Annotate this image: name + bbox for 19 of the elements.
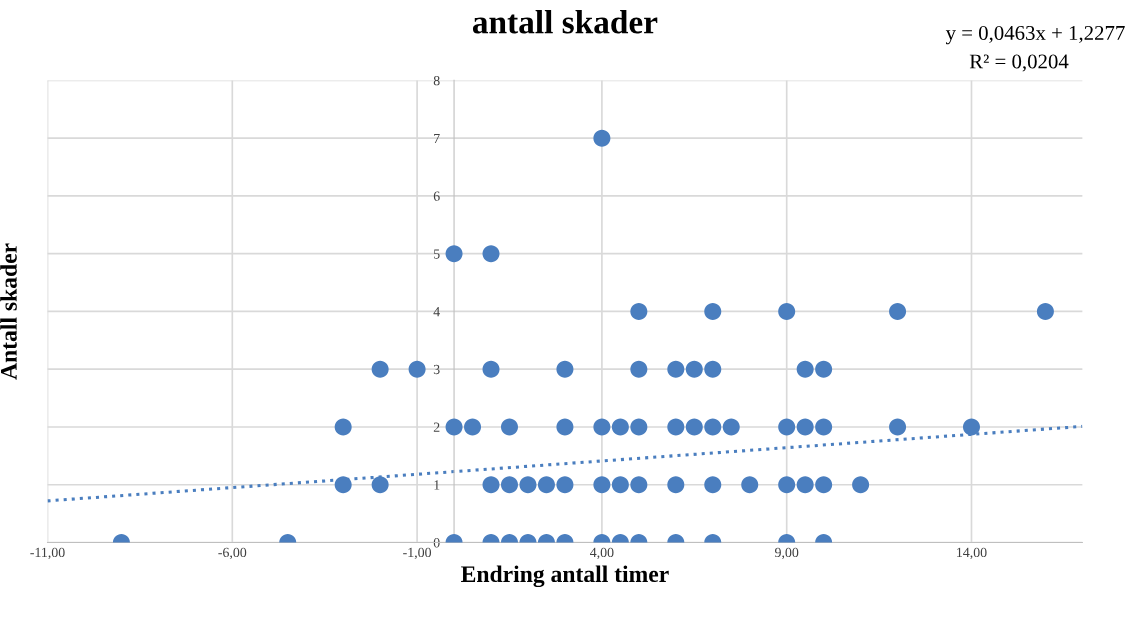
- y-tick-label: 6: [433, 191, 440, 201]
- x-tick-label: 14,00: [957, 547, 987, 560]
- y-tick-label: 1: [434, 480, 440, 490]
- y-tick-label: 4: [433, 307, 440, 317]
- x-axis-title: Endring antall timer: [461, 565, 669, 588]
- x-tick-label: -1,00: [403, 547, 432, 560]
- x-tick-label: -6,00: [218, 547, 247, 560]
- x-tick-label: 4,00: [590, 547, 614, 560]
- x-tick-label: -11,00: [30, 547, 65, 560]
- y-tick-label: 7: [434, 133, 440, 143]
- y-tick-label: 8: [433, 75, 440, 86]
- y-axis-title: Antall skader: [0, 243, 17, 380]
- text: y = 0,0463x + 1,2277: [945, 25, 1125, 45]
- x-tick-label: 9,00: [774, 547, 799, 560]
- y-tick-label: 5: [434, 249, 440, 259]
- chart-title: antall skader: [472, 10, 658, 34]
- text: R² = 0,0204: [969, 54, 1069, 72]
- y-tick-label: 3: [433, 364, 440, 375]
- y-tick-label: 2: [433, 422, 440, 432]
